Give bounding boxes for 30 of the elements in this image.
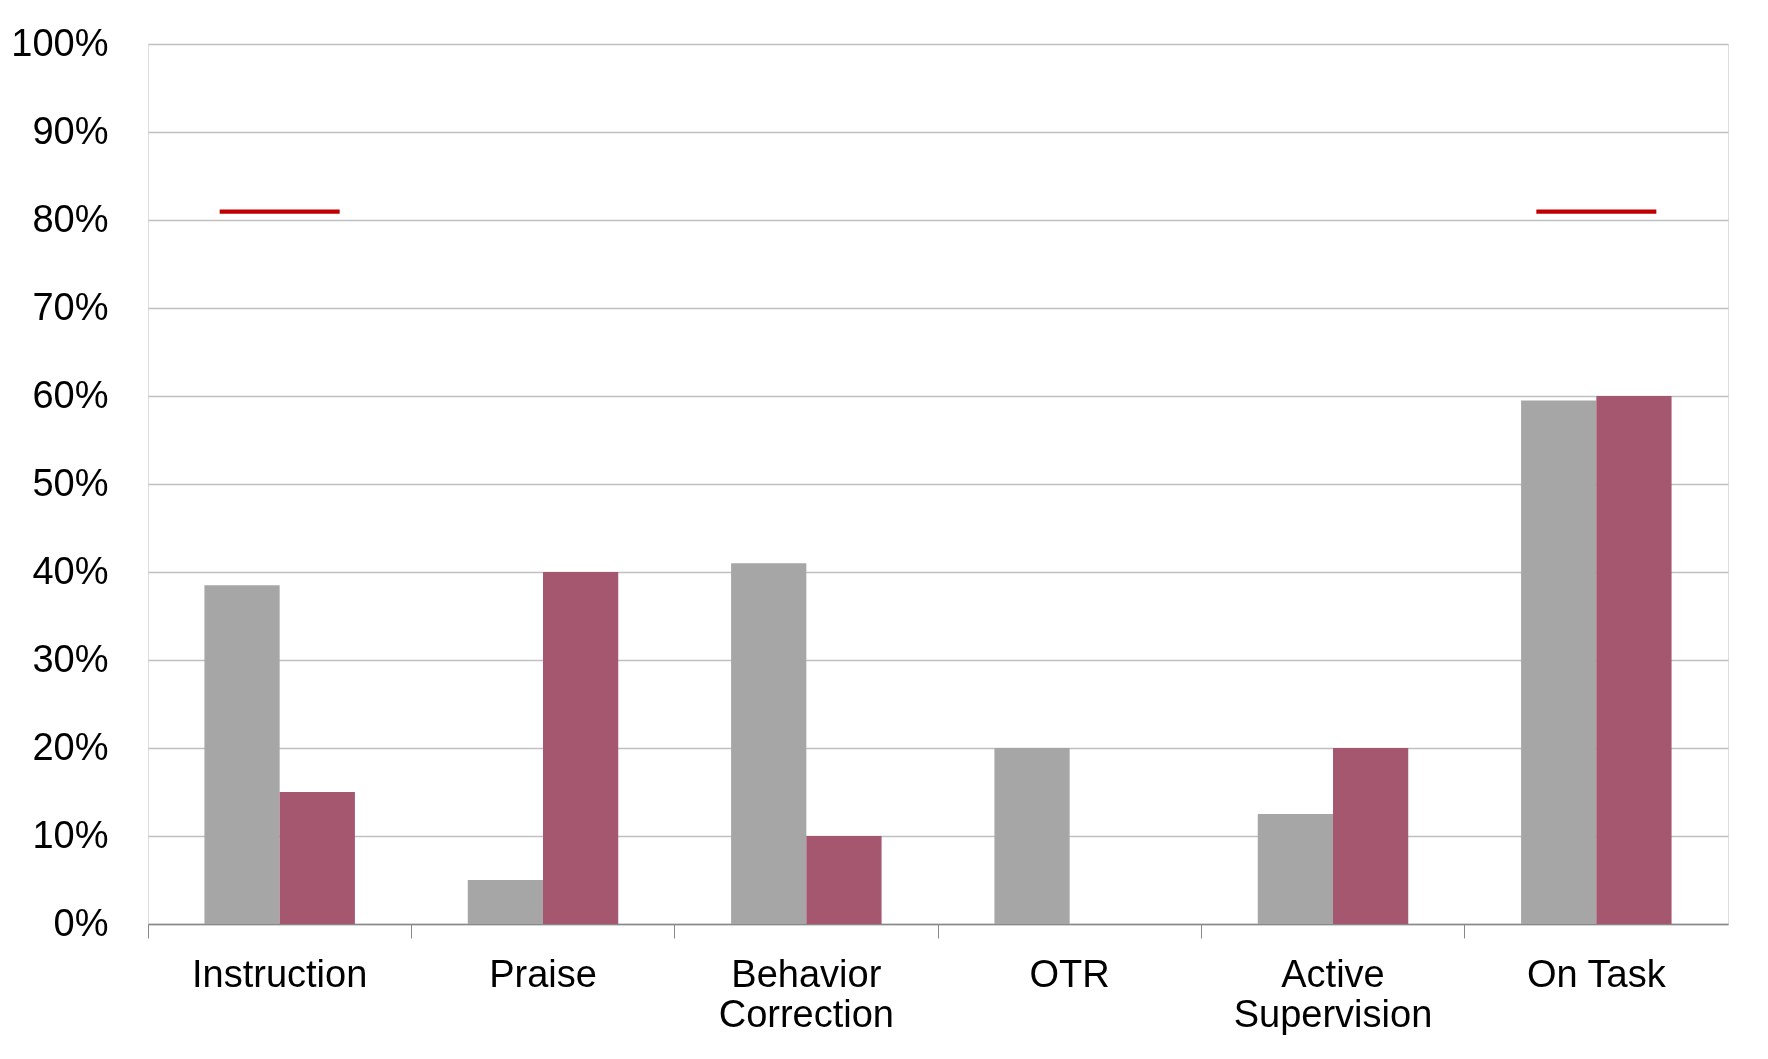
- y-tick-label: 50%: [32, 461, 109, 504]
- y-tick-label: 30%: [32, 637, 109, 680]
- y-tick-label: 10%: [32, 813, 109, 856]
- bar: [1521, 400, 1597, 924]
- bar: [1596, 396, 1672, 924]
- x-tick-label: On Task: [1526, 952, 1667, 995]
- y-tick-label: 40%: [32, 549, 109, 592]
- bar: [731, 563, 807, 924]
- y-tick-label: 20%: [32, 725, 109, 768]
- y-tick-label: 100%: [11, 21, 109, 64]
- bar: [1257, 814, 1333, 924]
- y-tick-label: 80%: [32, 197, 109, 240]
- x-tick-label: Behavior Correction: [718, 952, 894, 1035]
- bar: [204, 585, 280, 924]
- bar: [1536, 209, 1657, 214]
- bar: [543, 572, 619, 924]
- x-tick-label: Praise: [489, 952, 597, 995]
- bar: [467, 880, 543, 924]
- bar: [994, 748, 1070, 924]
- bar: [279, 792, 355, 924]
- y-tick-label: 0%: [53, 901, 109, 944]
- x-tick-label: Active Supervision: [1233, 952, 1433, 1035]
- bar: [219, 209, 340, 214]
- y-tick-label: 60%: [32, 373, 109, 416]
- y-tick-label: 70%: [32, 285, 109, 328]
- x-tick-label: OTR: [1029, 952, 1110, 995]
- bar: [1333, 748, 1409, 924]
- x-tick-label: Instruction: [192, 952, 368, 995]
- y-tick-label: 90%: [32, 109, 109, 152]
- bar: [806, 836, 882, 924]
